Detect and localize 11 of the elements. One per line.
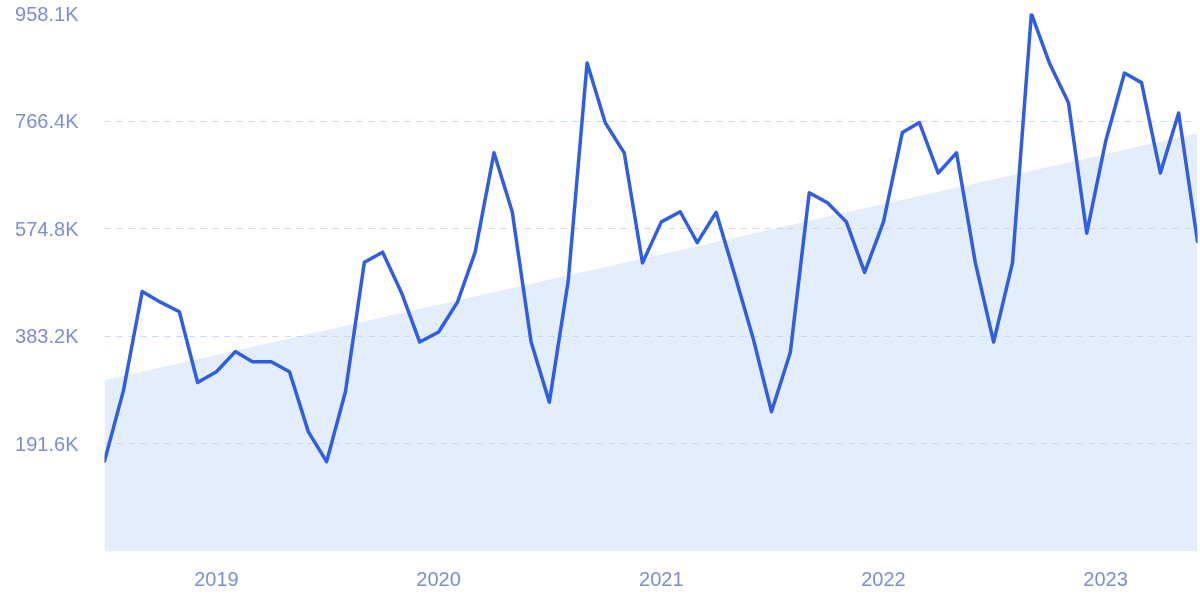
x-tick-label: 2019	[194, 567, 239, 590]
y-tick-label: 574.8K	[15, 217, 80, 240]
y-tick-label: 191.6K	[15, 432, 80, 455]
x-tick-label: 2021	[639, 567, 684, 590]
x-tick-label: 2020	[416, 567, 461, 590]
y-tick-label: 766.4K	[15, 110, 80, 133]
y-tick-label: 383.2K	[15, 325, 80, 348]
x-tick-label: 2022	[861, 567, 906, 590]
line-series	[104, 13, 1198, 464]
x-tick-label: 2023	[1083, 567, 1128, 590]
y-tick-label: 958.1K	[15, 2, 80, 25]
